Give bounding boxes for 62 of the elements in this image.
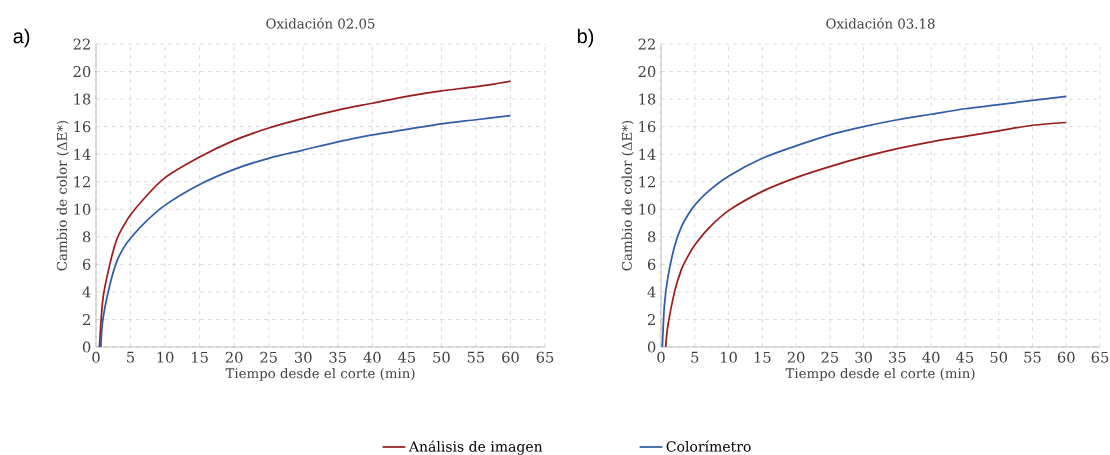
y-tick-label: 22 xyxy=(73,38,90,50)
y-tick-label: 20 xyxy=(638,66,656,78)
text: a) xyxy=(13,28,30,48)
y-tick-label: 16 xyxy=(74,121,91,133)
y-tick-label: 12 xyxy=(74,176,90,188)
x-tick-label: 65 xyxy=(536,351,554,363)
chart-title: Oxidación 03.18 xyxy=(826,17,935,29)
y-tick-label: 22 xyxy=(638,38,655,50)
y-tick-label: 18 xyxy=(74,93,91,105)
x-tick-label: 0 xyxy=(92,351,100,363)
x-tick-label: 0 xyxy=(657,351,665,363)
x-tick-label: 45 xyxy=(397,351,416,363)
x-tick-label: 55 xyxy=(467,351,485,363)
y-tick-label: 14 xyxy=(74,148,91,160)
x-tick-label: 20 xyxy=(787,351,805,363)
x-tick-label: 45 xyxy=(956,351,974,363)
x-tick-label: 15 xyxy=(192,351,208,363)
x-tick-label: 25 xyxy=(821,351,839,363)
y-tick-label: 8 xyxy=(647,231,656,243)
x-tick-label: 35 xyxy=(329,351,346,363)
y-axis-title: Cambio de color (ΔE*) xyxy=(56,120,69,271)
y-tick-label: 14 xyxy=(639,148,656,160)
y-tick-label: 12 xyxy=(639,176,655,188)
x-tick-label: 60 xyxy=(502,351,519,363)
y-tick-label: 18 xyxy=(639,93,656,105)
legend-label: Análisis de imagen xyxy=(408,440,543,455)
x-tick-label: 5 xyxy=(691,351,699,363)
y-tick-label: 6 xyxy=(647,258,656,270)
y-tick-label: 10 xyxy=(74,203,91,215)
x-tick-label: 50 xyxy=(433,351,450,363)
x-tick-label: 40 xyxy=(922,351,940,363)
x-tick-label: 5 xyxy=(127,351,135,363)
y-tick-label: 0 xyxy=(82,341,91,353)
x-tick-label: 10 xyxy=(721,351,737,363)
chart-title: Oxidación 02.05 xyxy=(266,17,375,29)
x-tick-label: 15 xyxy=(754,351,771,363)
y-tick-label: 10 xyxy=(639,203,656,215)
y-tick-label: 6 xyxy=(82,258,91,270)
legend-label: Colorímetro xyxy=(666,440,751,452)
x-tick-label: 20 xyxy=(225,351,243,363)
x-tick-label: 40 xyxy=(363,351,381,363)
text: b) xyxy=(577,28,594,48)
x-axis-title: Tiempo desde el corte (min) xyxy=(785,367,975,381)
x-tick-label: 25 xyxy=(260,351,277,363)
x-tick-label: 50 xyxy=(990,351,1008,363)
x-tick-label: 30 xyxy=(295,351,312,363)
x-tick-label: 65 xyxy=(1091,351,1109,363)
y-tick-label: 2 xyxy=(82,314,90,325)
y-tick-label: 4 xyxy=(647,286,656,298)
y-tick-label: 2 xyxy=(647,314,655,325)
y-tick-label: 0 xyxy=(647,341,656,353)
x-tick-label: 55 xyxy=(1024,351,1041,363)
y-tick-label: 8 xyxy=(82,231,91,243)
x-axis-title: Tiempo desde el corte (min) xyxy=(225,367,415,381)
x-tick-label: 10 xyxy=(157,351,174,363)
x-tick-label: 35 xyxy=(889,351,906,363)
x-tick-label: 60 xyxy=(1057,351,1075,363)
y-tick-label: 20 xyxy=(73,66,91,78)
x-tick-label: 30 xyxy=(855,351,872,363)
y-tick-label: 4 xyxy=(82,286,91,298)
y-tick-label: 16 xyxy=(639,121,656,133)
y-axis-title: Cambio de color (ΔE*) xyxy=(621,120,634,271)
